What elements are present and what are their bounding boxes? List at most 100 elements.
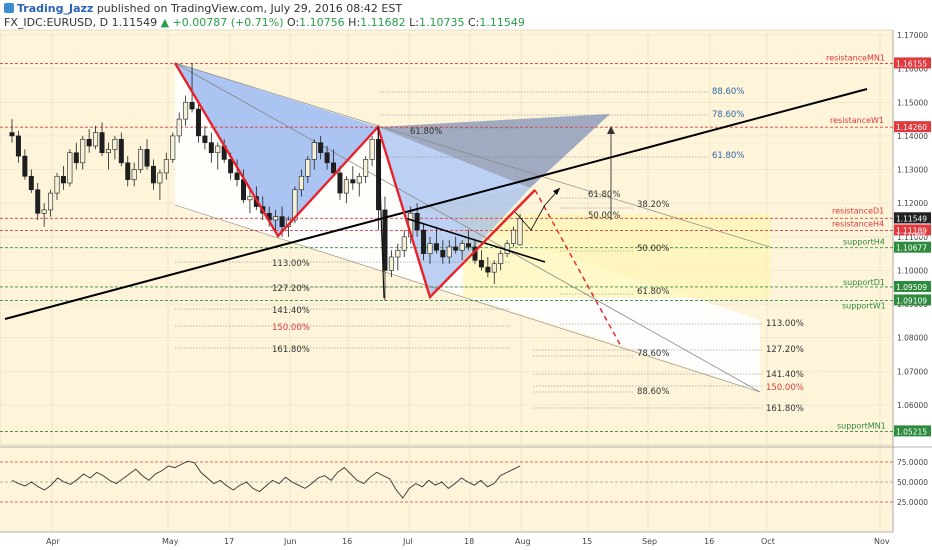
path-arrow-1 [514, 204, 546, 231]
fib-label: 161.80% [766, 404, 804, 414]
price-tag-text-supportH4: 1.10677 [896, 244, 927, 253]
high-value: 1.11682 [360, 16, 406, 29]
candle-body [157, 172, 163, 184]
time-tick-label: Apr [46, 537, 61, 546]
candle-body [485, 266, 491, 273]
candle-body [144, 149, 150, 167]
candle-body [382, 209, 388, 271]
close-value: 1.11549 [479, 16, 525, 29]
hidden-price-tag-text: 1.11069 [896, 231, 925, 239]
fib-label: 50.00% [637, 244, 669, 254]
price-tick-label: 1.16000 [897, 65, 928, 74]
wick-marker [377, 126, 385, 299]
price-tag-text-supportD1: 1.09509 [896, 283, 927, 292]
candle-body [305, 159, 311, 177]
fib-label: 113.00% [272, 259, 310, 269]
candle-body [395, 249, 401, 258]
candle-body [105, 149, 111, 154]
level-name-resistanceH4: resistanceH4 [832, 219, 884, 228]
candle-body [54, 175, 60, 194]
fib-label: 61.80% [588, 190, 620, 200]
time-tick-label: Aug [515, 537, 531, 546]
candle-body [401, 236, 407, 251]
short-trendline[interactable] [404, 217, 546, 263]
fib-label: 61.80% [637, 287, 669, 297]
time-tick-label: Sep [642, 537, 657, 546]
candle-body [202, 135, 208, 143]
low-label: L: [409, 16, 419, 29]
close-label: C: [468, 16, 480, 29]
candle-body [22, 155, 28, 177]
candle-body [421, 229, 427, 254]
price-tick-label: 1.06000 [897, 401, 928, 410]
candle-body [99, 132, 105, 154]
candle-body [311, 142, 317, 160]
candle-body [504, 243, 510, 254]
candle-body [41, 209, 47, 214]
candle-body [318, 142, 324, 154]
level-name-supportMN1: supportMN1 [837, 421, 886, 430]
time-tick-label: Nov [874, 537, 890, 546]
low-value: 1.10735 [419, 16, 465, 29]
candle-body [48, 192, 54, 211]
candle-body [273, 216, 279, 221]
price-tag-supportMN1 [894, 425, 931, 437]
projection-dashed [534, 189, 623, 349]
publisher-line: Trading_Jazz published on TradingView.co… [4, 2, 402, 15]
candle-body [67, 152, 73, 184]
fib-label: 88.60% [712, 87, 744, 97]
candle-body [125, 162, 131, 180]
author-name[interactable]: Trading_Jazz [17, 2, 94, 15]
candle-body [183, 101, 189, 120]
candle-body [446, 246, 452, 258]
price-tick-label: 1.10000 [897, 266, 928, 275]
price-tag-text-supportMN1: 1.05215 [896, 427, 927, 436]
oscillator-line [11, 460, 521, 499]
candle-body [292, 189, 298, 221]
time-axis-labels: Apr May 17 Jun 16 Jul 18 Aug 15 Sep 16 Oct Nov [46, 537, 890, 546]
chart-header: Trading_Jazz published on TradingView.co… [0, 0, 932, 30]
candle-body [498, 253, 504, 265]
candle-body [80, 138, 86, 164]
up-arrow-icon: ▲ [160, 16, 170, 29]
fib-label: 127.20% [272, 284, 310, 294]
price-tick-label: 1.14000 [897, 132, 928, 141]
price-tag-text-resistanceMN1: 1.16155 [896, 59, 927, 68]
price-tick-label: 1.13000 [897, 166, 928, 175]
candle-body [170, 135, 176, 160]
time-tick-label: 18 [464, 537, 474, 546]
price-tick-label: 1.12000 [897, 199, 928, 208]
candle-body [388, 256, 394, 271]
fib-label: 78.60% [637, 349, 669, 359]
arrowhead-icon [553, 188, 560, 195]
price-tag-supportW1 [894, 294, 931, 306]
price-tag-resistanceMN1 [894, 57, 931, 69]
candle-body [228, 159, 234, 174]
price-tag-text-supportW1: 1.09109 [896, 296, 927, 305]
trendline[interactable] [4, 88, 868, 320]
candle-body [208, 142, 214, 154]
channel-bottom-line [174, 204, 761, 393]
fib-label: 78.60% [712, 110, 744, 120]
candle-body [215, 145, 221, 154]
time-tick-label: 15 [582, 537, 592, 546]
candle-body [331, 162, 337, 174]
time-tick-label: 16 [342, 537, 352, 546]
last-price-tag [894, 212, 931, 224]
candle-body [324, 152, 330, 164]
candle-body [28, 175, 34, 191]
price-axis-labels: 1.17000 1.16000 1.15000 1.14000 1.13000 1.120… [894, 31, 931, 437]
symbol-name[interactable]: FX_IDC:EURUSD, D [4, 16, 109, 29]
candle-body [35, 189, 41, 214]
price-tag-resistanceH4 [894, 224, 931, 236]
price-tick-label: 1.11000 [897, 233, 928, 242]
osc-tick-label: 25.0000 [897, 498, 928, 507]
time-tick-label: 17 [224, 537, 234, 546]
price-tick-label: 1.08000 [897, 334, 928, 343]
publish-info: published on TradingView.com, July 29, 2… [96, 2, 403, 15]
fib-label: 161.80% [272, 345, 310, 355]
candle-body [118, 138, 124, 164]
level-name-supportW1: supportW1 [842, 301, 886, 310]
candle-body [337, 172, 343, 194]
